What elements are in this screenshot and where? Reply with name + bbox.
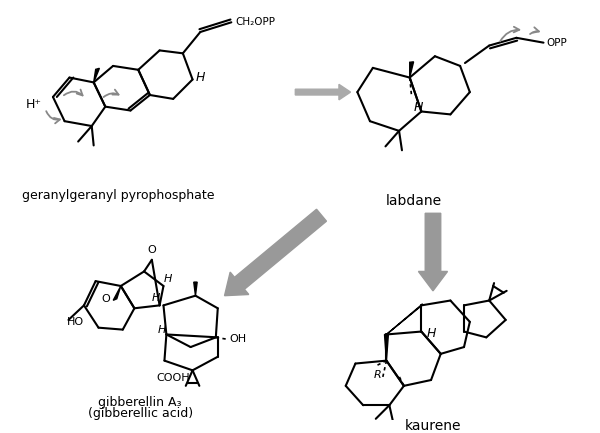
Polygon shape — [113, 286, 121, 301]
Polygon shape — [295, 84, 350, 100]
Text: H: H — [158, 325, 166, 335]
Polygon shape — [385, 334, 388, 361]
Text: H: H — [413, 101, 423, 114]
Polygon shape — [194, 282, 197, 296]
Text: O: O — [148, 245, 156, 255]
Text: O: O — [101, 294, 110, 304]
Text: R: R — [374, 370, 382, 380]
Text: H: H — [163, 274, 172, 284]
Polygon shape — [418, 213, 448, 291]
Text: kaurene: kaurene — [405, 419, 461, 433]
Polygon shape — [94, 68, 100, 82]
Polygon shape — [224, 209, 326, 296]
Text: labdane: labdane — [386, 194, 442, 208]
Text: OPP: OPP — [547, 38, 567, 48]
Text: gibberellin A₃: gibberellin A₃ — [98, 395, 182, 408]
Polygon shape — [386, 304, 422, 334]
Text: HO: HO — [67, 317, 83, 327]
Text: H: H — [426, 327, 436, 340]
Text: H: H — [152, 293, 161, 303]
Text: (gibberellic acid): (gibberellic acid) — [88, 407, 193, 420]
Text: H⁺: H⁺ — [26, 98, 41, 111]
Text: OH: OH — [229, 334, 247, 344]
Polygon shape — [410, 62, 413, 78]
Text: H: H — [196, 71, 205, 84]
Text: CH₂OPP: CH₂OPP — [235, 17, 275, 27]
Text: COOH: COOH — [157, 373, 190, 383]
Text: geranylgeranyl pyrophosphate: geranylgeranyl pyrophosphate — [22, 189, 214, 202]
